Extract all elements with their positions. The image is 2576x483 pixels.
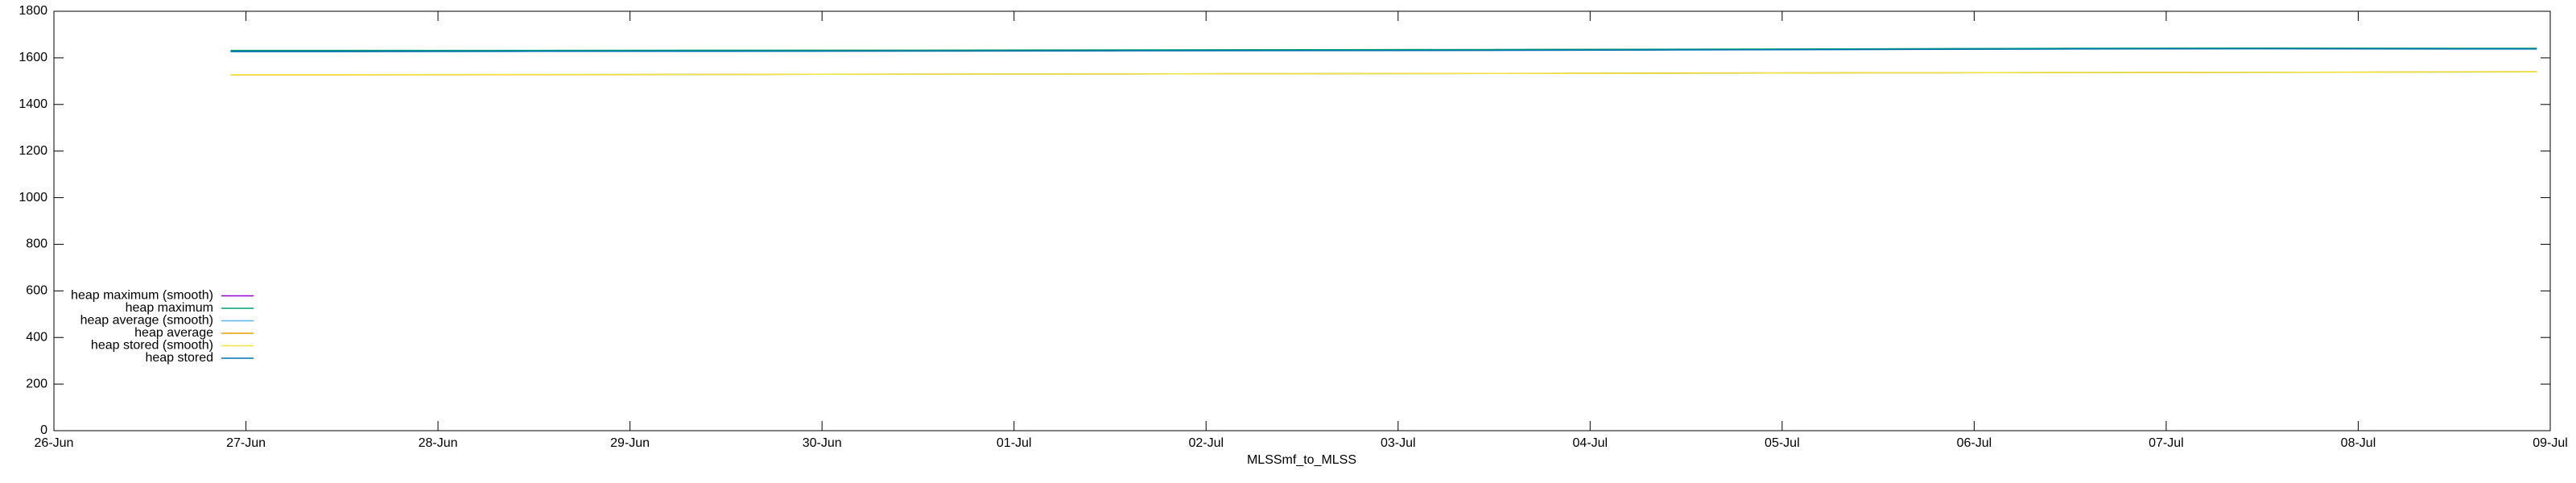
series-line: [230, 71, 2537, 76]
y-tick-label: 200: [26, 377, 47, 390]
x-tick-label: 01-Jul: [997, 436, 1032, 450]
legend-label: heap average (smooth): [80, 314, 213, 328]
y-tick-label: 0: [40, 423, 47, 437]
x-tick-label: 07-Jul: [2149, 436, 2184, 450]
x-tick-label: 09-Jul: [2533, 436, 2568, 450]
x-axis-label: MLSSmf_to_MLSS: [1247, 453, 1356, 467]
y-tick-label: 1000: [19, 191, 47, 204]
x-tick-label: 26-Jun: [35, 436, 74, 450]
y-tick-label: 1800: [19, 4, 47, 18]
y-tick-label: 800: [26, 237, 47, 251]
x-tick-label: 29-Jun: [610, 436, 650, 450]
x-tick-label: 06-Jul: [1957, 436, 1992, 450]
legend-label: heap maximum: [126, 301, 213, 315]
y-tick-label: 1400: [19, 97, 47, 111]
y-tick-label: 1200: [19, 144, 47, 158]
x-tick-label: 02-Jul: [1188, 436, 1224, 450]
x-tick-label: 27-Jun: [226, 436, 266, 450]
series-line: [230, 47, 2537, 52]
y-tick-label: 1600: [19, 51, 47, 64]
x-tick-label: 05-Jul: [1765, 436, 1800, 450]
legend-label: heap average: [134, 326, 213, 340]
y-tick-label: 600: [26, 284, 47, 298]
legend-label: heap stored: [145, 351, 213, 365]
series-line: [230, 47, 2537, 52]
x-tick-label: 04-Jul: [1573, 436, 1608, 450]
x-tick-label: 28-Jun: [419, 436, 458, 450]
legend-label: heap maximum (smooth): [71, 289, 213, 303]
plot-border: [53, 10, 2551, 431]
x-tick-label: 08-Jul: [2341, 436, 2376, 450]
legend-label: heap stored (smooth): [91, 339, 213, 353]
x-tick-label: 30-Jun: [803, 436, 842, 450]
x-tick-label: 03-Jul: [1381, 436, 1416, 450]
y-tick-label: 400: [26, 330, 47, 344]
